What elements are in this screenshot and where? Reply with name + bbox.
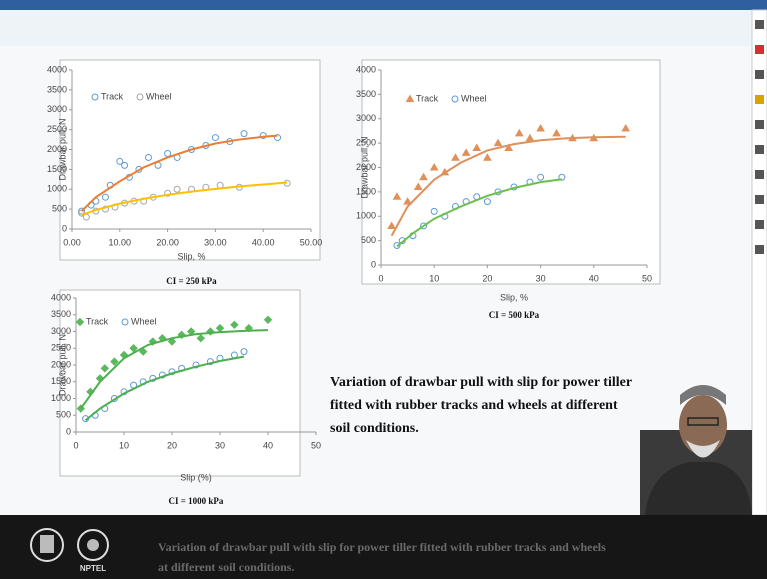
legend-label: Wheel [131,316,157,326]
slide-caption: fitted with rubber tracks and wheels at … [330,398,618,413]
y-tick-label: 500 [56,410,71,420]
logo-label: NPTEL [80,564,106,573]
y-tick-label: 500 [52,204,67,214]
y-tick-label: 3000 [356,113,376,123]
footer-text: Variation of drawbar pull with slip for … [158,540,606,554]
y-tick-label: 4000 [51,292,71,302]
x-tick-label: 40 [263,440,273,450]
top-bar [0,0,767,10]
x-tick-label: 50 [311,440,321,450]
x-axis-label: Slip (%) [180,472,212,482]
legend-label: Wheel [461,93,487,103]
x-tick-label: 10.00 [109,237,132,247]
x-axis-label: Slip, % [177,251,205,261]
x-axis-label: Slip, % [500,292,528,302]
x-tick-label: 0.00 [63,237,81,247]
x-tick-label: 40 [589,273,599,283]
chart-frame [362,60,660,284]
slide-caption: soil conditions. [330,421,419,436]
x-tick-label: 30 [215,440,225,450]
legend-label: Wheel [146,91,172,101]
y-axis-label: Drawbar pull, N [359,136,369,198]
slide-caption: Variation of drawbar pull with slip for … [330,375,632,390]
y-tick-label: 3500 [356,89,376,99]
legend-label: Track [416,93,439,103]
y-tick-label: 1000 [47,184,67,194]
y-tick-label: 3500 [47,84,67,94]
y-tick-label: 0 [62,223,67,233]
x-tick-label: 20 [167,440,177,450]
y-tick-label: 3500 [51,309,71,319]
x-tick-label: 30 [536,273,546,283]
x-tick-label: 50 [642,273,652,283]
x-tick-label: 20 [482,273,492,283]
x-tick-label: 0 [378,273,383,283]
y-tick-label: 3000 [47,104,67,114]
x-tick-label: 50.00 [300,237,323,247]
chart-frame [60,60,320,260]
slide: NPTEL Variation of drawbar pull with sli… [0,0,767,579]
footer-text: at different soil conditions. [158,560,294,574]
toolbar[interactable] [752,10,767,515]
x-tick-label: 10 [119,440,129,450]
x-tick-label: 30.00 [204,237,227,247]
chart-caption: CI = 250 kPa [166,276,217,286]
y-tick-label: 4000 [47,64,67,74]
x-tick-label: 0 [73,440,78,450]
x-tick-label: 10 [429,273,439,283]
y-axis-label: Drawbar pull, N [57,118,67,180]
chart-caption: CI = 1000 kPa [169,496,224,506]
header-band [0,10,752,46]
y-tick-label: 500 [361,235,376,245]
y-tick-label: 0 [66,426,71,436]
x-tick-label: 40.00 [252,237,275,247]
legend-label: Track [101,91,124,101]
y-tick-label: 4000 [356,64,376,74]
chart-caption: CI = 500 kPa [489,310,540,320]
y-tick-label: 0 [371,259,376,269]
y-axis-label: Drawbar pull, N [57,334,67,396]
legend-label: Track [86,316,109,326]
y-tick-label: 1000 [356,211,376,221]
x-tick-label: 20.00 [156,237,179,247]
